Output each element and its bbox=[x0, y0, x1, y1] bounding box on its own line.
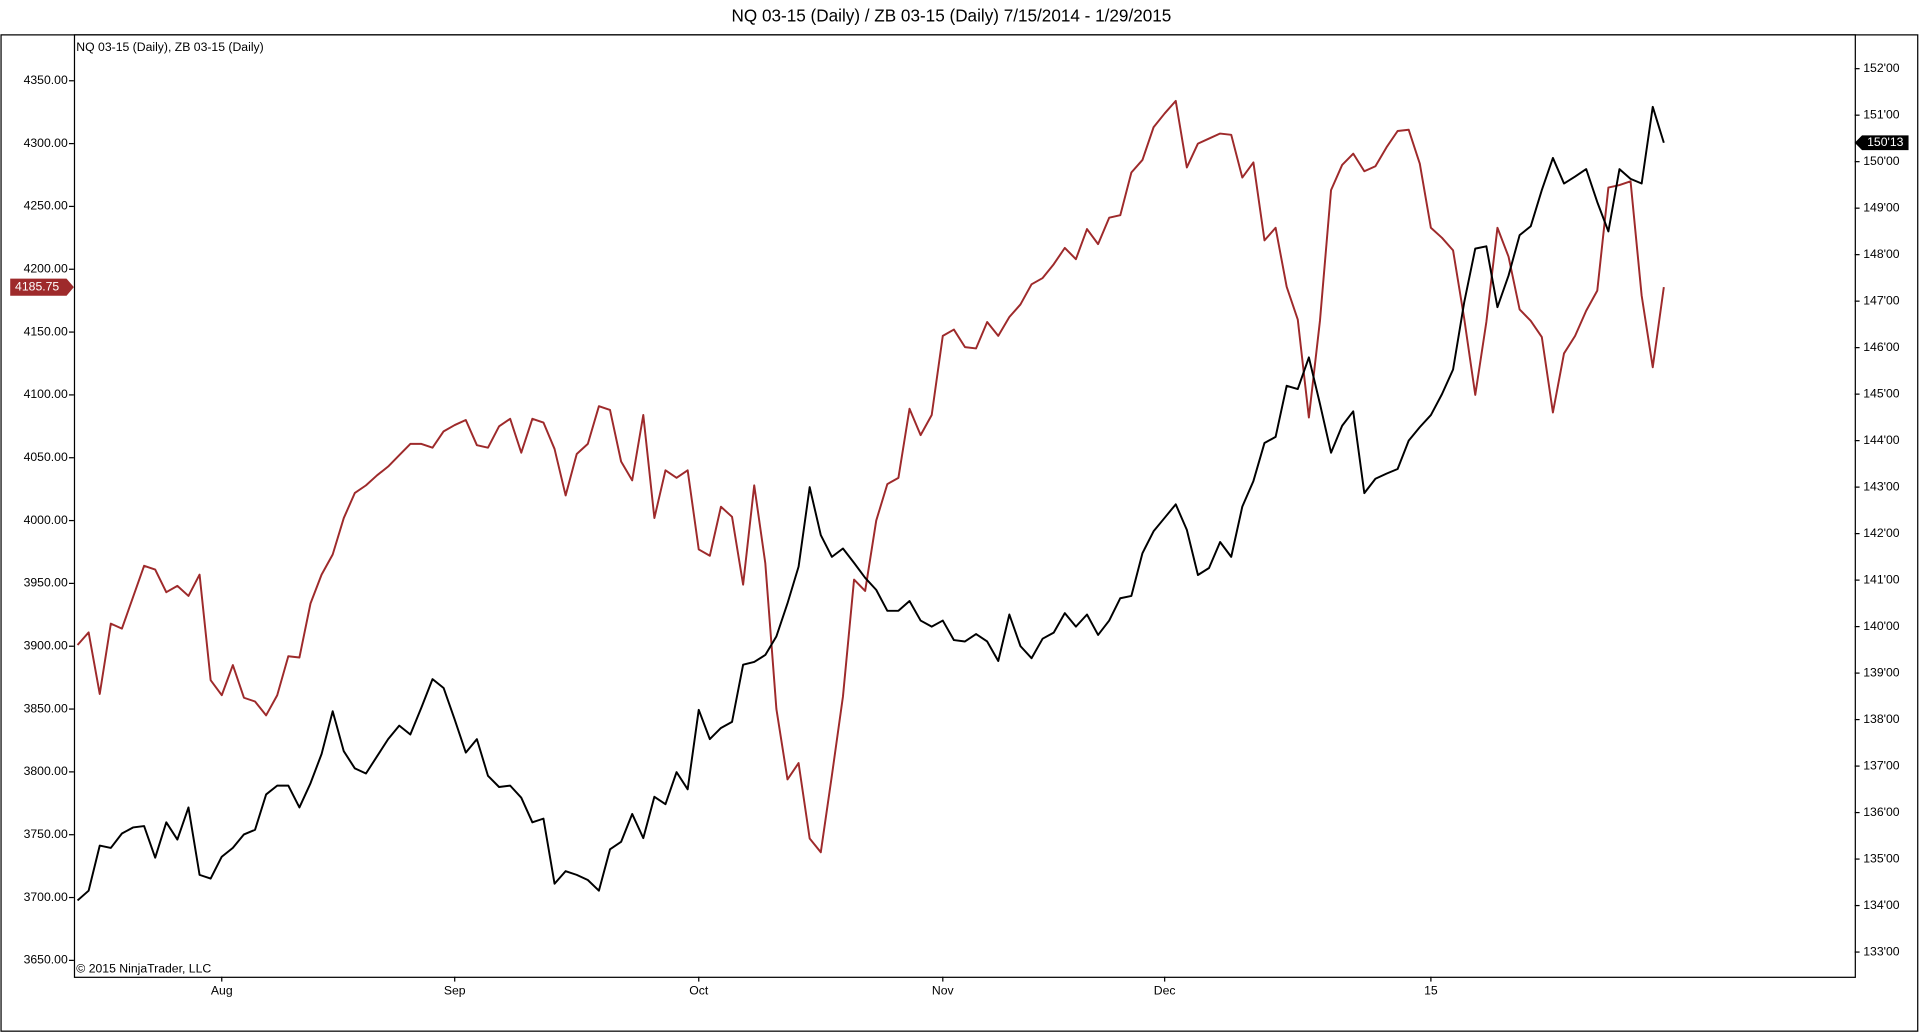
y2-tick-label: 151'00 bbox=[1863, 107, 1900, 121]
chart-frame bbox=[0, 34, 1919, 1032]
y-tick-label: 3650.00 bbox=[24, 953, 68, 967]
y2-tick-label: 144'00 bbox=[1863, 433, 1900, 447]
y-tick-label: 4000.00 bbox=[24, 513, 68, 527]
x-tick-label: Sep bbox=[444, 984, 466, 998]
x-tick-label: Dec bbox=[1154, 984, 1176, 998]
y2-tick-label: 141'00 bbox=[1863, 572, 1900, 586]
y2-tick-label: 142'00 bbox=[1863, 526, 1900, 540]
y2-tick-label: 139'00 bbox=[1863, 665, 1900, 679]
x-tick-label: Aug bbox=[211, 984, 233, 998]
y2-tick-label: 147'00 bbox=[1863, 293, 1900, 307]
chart-title: NQ 03-15 (Daily) / ZB 03-15 (Daily) 7/15… bbox=[732, 6, 1172, 26]
y-tick-label: 3700.00 bbox=[24, 890, 68, 904]
x-tick-label: Oct bbox=[689, 984, 709, 998]
last-price-tag-bg bbox=[10, 278, 74, 296]
y2-tick-label: 135'00 bbox=[1863, 851, 1900, 865]
last-price-label: 150'13 bbox=[1867, 135, 1904, 149]
y2-tick-label: 148'00 bbox=[1863, 247, 1900, 261]
y-tick-label: 3950.00 bbox=[24, 576, 68, 590]
y-tick-label: 4300.00 bbox=[24, 136, 68, 150]
last-price-tag-bg bbox=[1854, 135, 1909, 151]
y-tick-label: 4150.00 bbox=[24, 324, 68, 338]
plot-area bbox=[73, 34, 1856, 978]
x-tick-label: 15 bbox=[1424, 984, 1438, 998]
y2-tick-label: 136'00 bbox=[1863, 805, 1900, 819]
y2-tick-label: 140'00 bbox=[1863, 619, 1900, 633]
legend: NQ 03-15 (Daily), ZB 03-15 (Daily) bbox=[76, 40, 263, 54]
series-line bbox=[76, 105, 1665, 902]
y2-tick-label: 152'00 bbox=[1863, 61, 1900, 75]
last-price-label: 4185.75 bbox=[15, 279, 59, 293]
y2-tick-label: 134'00 bbox=[1863, 898, 1900, 912]
y-tick-label: 4100.00 bbox=[24, 387, 68, 401]
y2-tick-label: 137'00 bbox=[1863, 758, 1900, 772]
y2-tick-label: 138'00 bbox=[1863, 712, 1900, 726]
y2-tick-label: 146'00 bbox=[1863, 340, 1900, 354]
y-tick-label: 4350.00 bbox=[24, 73, 68, 87]
y-tick-label: 4250.00 bbox=[24, 199, 68, 213]
y-tick-label: 3900.00 bbox=[24, 638, 68, 652]
last-price-tag: 150'13 bbox=[1854, 135, 1909, 151]
y2-tick-label: 150'00 bbox=[1863, 154, 1900, 168]
y2-tick-label: 143'00 bbox=[1863, 479, 1900, 493]
y-tick-label: 4050.00 bbox=[24, 450, 68, 464]
y-tick-label: 3850.00 bbox=[24, 701, 68, 715]
y2-tick-label: 133'00 bbox=[1863, 944, 1900, 958]
y-tick-label: 3750.00 bbox=[24, 827, 68, 841]
series-line bbox=[76, 99, 1665, 854]
y-tick-label: 4200.00 bbox=[24, 261, 68, 275]
y2-tick-label: 145'00 bbox=[1863, 386, 1900, 400]
y2-tick-label: 149'00 bbox=[1863, 200, 1900, 214]
copyright: © 2015 NinjaTrader, LLC bbox=[76, 962, 211, 976]
x-tick-label: Nov bbox=[932, 984, 955, 998]
last-price-tag: 4185.75 bbox=[10, 278, 74, 296]
y-tick-label: 3800.00 bbox=[24, 764, 68, 778]
